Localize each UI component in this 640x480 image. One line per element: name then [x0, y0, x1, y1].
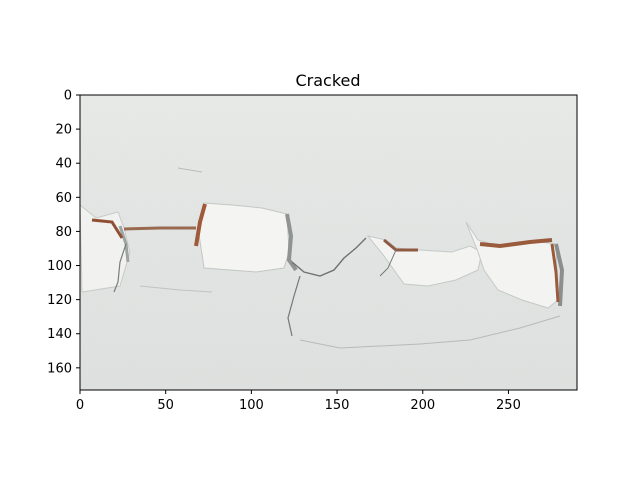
- crack-6: [139, 285, 213, 293]
- crack-2: [291, 237, 367, 277]
- rust-edge-2: [123, 226, 196, 231]
- x-tick-label: 150: [325, 398, 350, 413]
- x-tick-label: 100: [239, 398, 264, 413]
- paint-flake-left: [80, 204, 131, 293]
- y-tick-label: 140: [47, 327, 72, 342]
- crack-7: [177, 167, 203, 173]
- x-tick-label: 200: [410, 398, 435, 413]
- x-tick-label: 0: [76, 398, 84, 413]
- x-tick-label: 250: [496, 398, 521, 413]
- y-tick-label: 60: [55, 191, 72, 206]
- y-tick-label: 0: [64, 89, 72, 104]
- y-axis: 0 20 40 60 80 100 120 140 160: [47, 89, 80, 376]
- rust-edge-3: [194, 203, 207, 247]
- flake-shadow-3: [554, 243, 565, 307]
- crack-3: [287, 275, 301, 337]
- figure-title: Cracked: [295, 71, 360, 90]
- crack-1: [113, 243, 127, 293]
- y-tick-label: 40: [55, 157, 72, 172]
- crack-5: [299, 315, 561, 349]
- flake-shadow-2: [285, 213, 298, 272]
- crack-4: [379, 249, 397, 277]
- y-tick-label: 120: [47, 293, 72, 308]
- rust-edge-1: [91, 218, 124, 239]
- rust-edge-5: [479, 238, 553, 249]
- y-tick-label: 160: [47, 361, 72, 376]
- x-tick-label: 50: [157, 398, 174, 413]
- wall-texture: [80, 95, 577, 390]
- rust-edge-6: [550, 243, 560, 303]
- y-tick-label: 80: [55, 225, 72, 240]
- y-tick-label: 100: [47, 259, 72, 274]
- photo-image: [80, 95, 577, 390]
- x-axis: 0 50 100 150 200 250: [76, 390, 521, 413]
- paint-flake-center-left: [197, 202, 290, 273]
- y-tick-label: 20: [55, 123, 72, 138]
- axes-frame: [79, 94, 578, 391]
